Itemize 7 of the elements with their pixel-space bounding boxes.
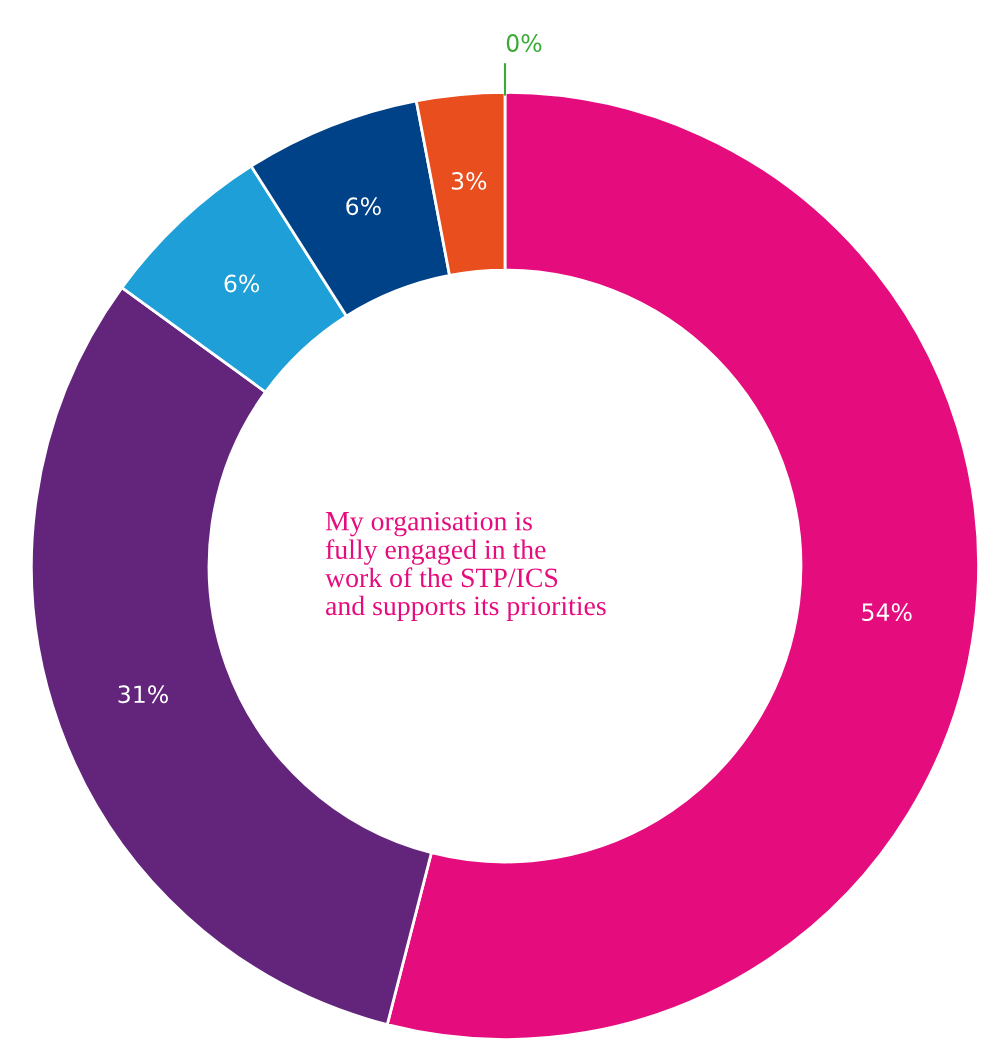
data-label: 31% <box>118 685 168 704</box>
data-label: 3% <box>451 171 487 190</box>
data-label: 6% <box>224 274 260 293</box>
data-label: 54% <box>862 603 912 622</box>
text: 0% <box>506 34 542 52</box>
data-label: 6% <box>346 197 381 216</box>
text: My organisation is fully engaged in the work of the STP/ICS and supports its priorities <box>325 511 606 621</box>
